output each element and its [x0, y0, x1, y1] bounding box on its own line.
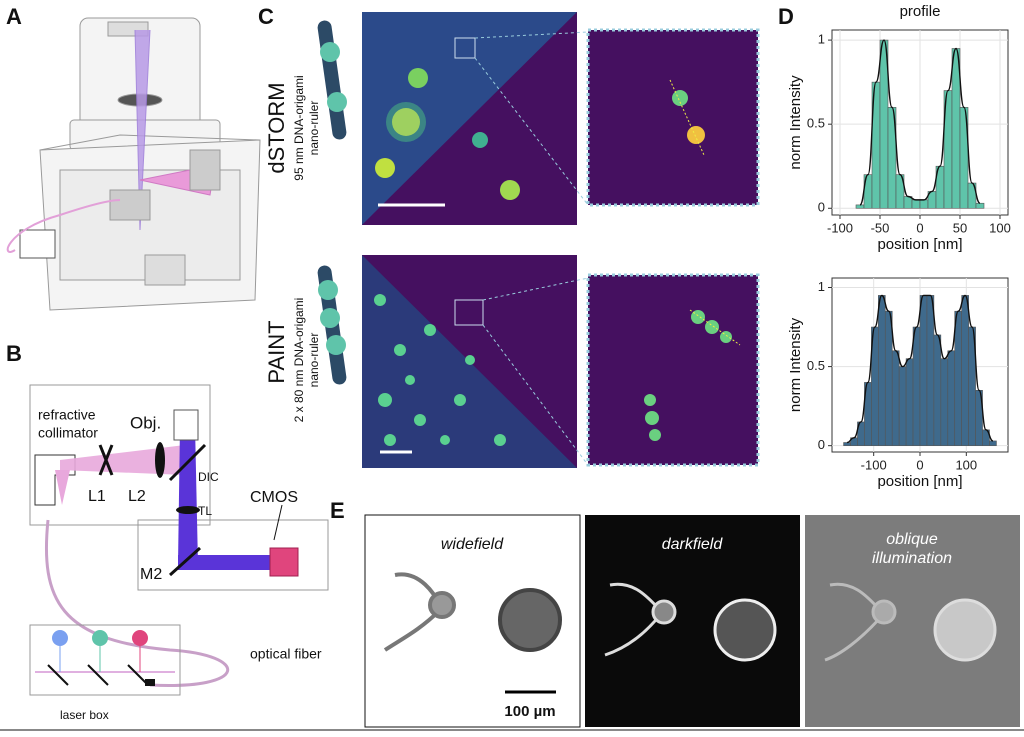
- panel-letter: A: [6, 4, 22, 29]
- histogram-bar: [919, 295, 928, 446]
- panel-letter: D: [778, 4, 794, 29]
- histogram-bar: [940, 358, 949, 446]
- label: optical fiber: [250, 646, 322, 662]
- histogram-bar: [911, 199, 921, 209]
- histogram-bar: [919, 199, 929, 209]
- y-tick-label: 1: [818, 32, 825, 47]
- micrographs: [364, 514, 1020, 728]
- image-label: widefield: [441, 536, 504, 553]
- histogram-bar: [961, 295, 969, 446]
- image-label: illumination: [872, 550, 952, 567]
- x-tick-label: 100: [989, 220, 1011, 235]
- y-axis-title: norm Intensity: [787, 317, 804, 412]
- y-tick-label: 0.5: [807, 116, 825, 131]
- fit-line: [846, 294, 994, 444]
- label: Obj.: [130, 413, 161, 432]
- histogram-bar: [912, 326, 921, 446]
- scale-bar-label: 100 µm: [504, 703, 555, 720]
- histogram-bar: [926, 295, 935, 446]
- y-tick-label: 1: [818, 279, 825, 294]
- x-axis-title: position [nm]: [877, 473, 962, 490]
- histogram-bar: [905, 358, 914, 446]
- label: collimator: [38, 425, 98, 441]
- fit-line: [859, 39, 981, 206]
- histogram-bar: [954, 310, 962, 446]
- histogram-bar: [891, 350, 900, 446]
- method-label: PAINT: [264, 320, 289, 383]
- histogram-bar: [951, 48, 961, 209]
- label: L1: [88, 488, 106, 505]
- panel-letter: E: [330, 498, 345, 523]
- panel-letter: C: [258, 4, 274, 29]
- x-tick-label: -100: [827, 220, 853, 235]
- sample-label: nano-ruler: [307, 101, 321, 156]
- x-axis-title: position [nm]: [877, 236, 962, 253]
- histogram-bar: [898, 366, 907, 446]
- label: laser box: [60, 708, 109, 722]
- histogram-bar: [989, 440, 997, 446]
- histogram-bar: [878, 295, 886, 446]
- y-tick-label: 0: [818, 437, 825, 452]
- x-tick-label: 100: [955, 457, 977, 472]
- x-tick-label: 50: [953, 220, 967, 235]
- x-tick-label: -50: [871, 220, 890, 235]
- microscope-render: [6, 17, 261, 311]
- label: CMOS: [250, 489, 298, 506]
- label: TL: [198, 504, 212, 518]
- label: refractive: [38, 407, 96, 423]
- optical-diagram: [29, 384, 329, 696]
- image-label: darkfield: [662, 536, 724, 553]
- panel-letter: B: [6, 341, 22, 366]
- y-axis-title: norm Intensity: [787, 75, 804, 170]
- x-tick-label: 0: [916, 220, 923, 235]
- y-tick-label: 0.5: [807, 358, 825, 373]
- label: M2: [140, 566, 162, 583]
- histogram-bar: [884, 310, 893, 446]
- y-tick-label: 0: [818, 200, 825, 215]
- sample-label: nano-ruler: [307, 333, 321, 388]
- chart-title: profile: [900, 3, 941, 20]
- sample-label: 95 nm DNA-origami: [292, 75, 306, 180]
- histogram-bar: [903, 196, 913, 209]
- label: L2: [128, 488, 146, 505]
- x-tick-label: -100: [861, 457, 887, 472]
- localization-images: [317, 12, 760, 468]
- histogram-bar: [947, 350, 956, 446]
- histogram-bar: [975, 202, 985, 209]
- method-label: dSTORM: [264, 82, 289, 173]
- x-tick-label: 0: [916, 457, 923, 472]
- sample-label: 2 x 80 nm DNA-origami: [292, 298, 306, 423]
- histogram-bar: [933, 334, 942, 446]
- image-label: oblique: [886, 531, 938, 548]
- label: DIC: [198, 470, 219, 484]
